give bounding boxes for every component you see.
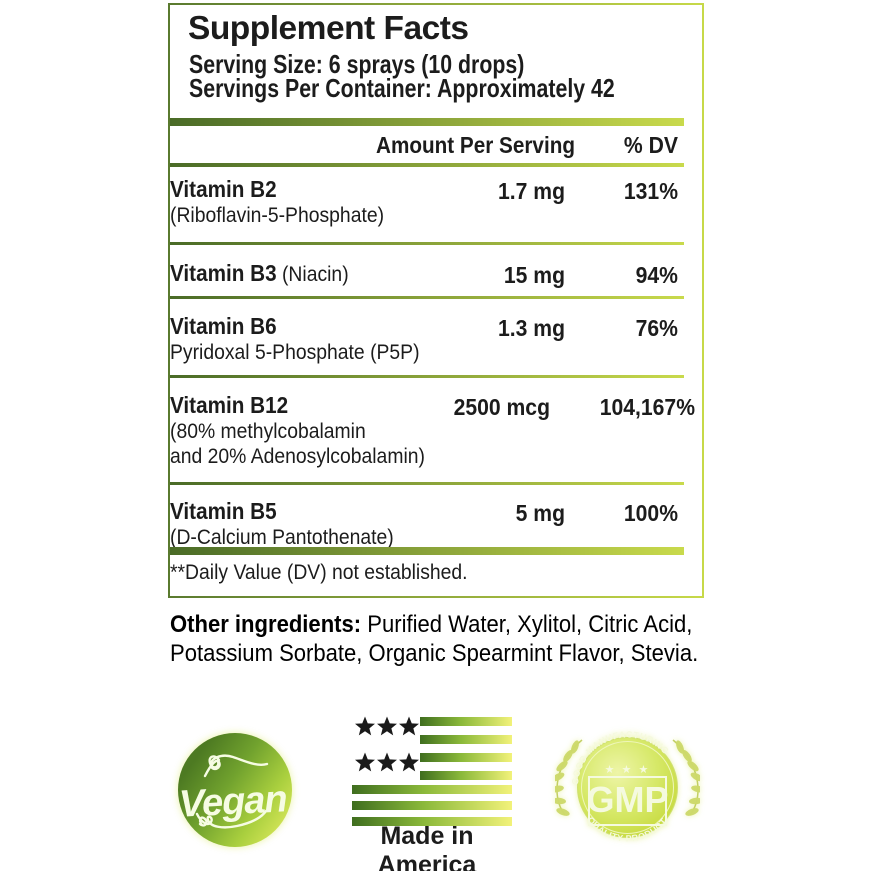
svg-text:★ ★ ★: ★ ★ ★ — [605, 764, 651, 776]
svg-text:GMP: GMP — [586, 779, 668, 820]
svg-text:Vegan: Vegan — [178, 778, 288, 826]
